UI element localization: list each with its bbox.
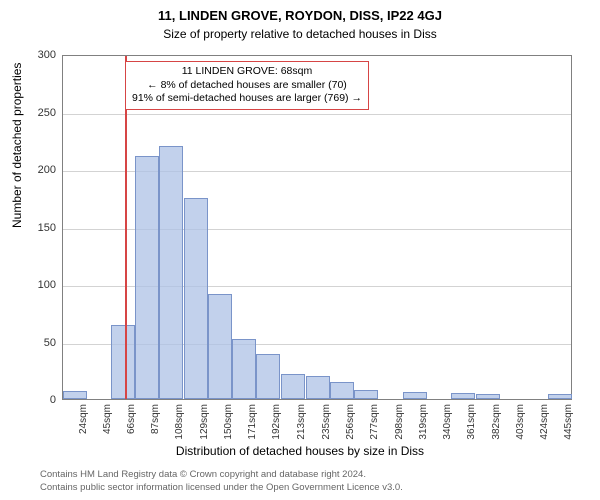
histogram-bar (111, 325, 135, 399)
y-tick-label: 200 (38, 164, 56, 176)
footer-line-1: Contains HM Land Registry data © Crown c… (40, 469, 403, 481)
x-tick-label: 424sqm (539, 404, 550, 440)
gridline (63, 114, 571, 115)
annotation-line-3: 91% of semi-detached houses are larger (… (132, 92, 362, 106)
y-tick-label: 150 (38, 222, 56, 234)
x-tick-label: 24sqm (78, 404, 89, 434)
y-tick-label: 250 (38, 107, 56, 119)
x-tick-label: 108sqm (174, 404, 185, 440)
x-tick-label: 87sqm (150, 404, 161, 434)
histogram-bar (451, 393, 475, 399)
x-tick-label: 129sqm (199, 404, 210, 440)
x-tick-label: 361sqm (466, 404, 477, 440)
histogram-bar (306, 376, 330, 399)
footer-line-2: Contains public sector information licen… (40, 482, 403, 494)
histogram-bar (184, 198, 208, 399)
histogram-bar (208, 294, 232, 399)
histogram-bar (63, 391, 87, 399)
y-tick-label: 0 (50, 394, 56, 406)
y-tick-label: 50 (44, 337, 56, 349)
histogram-bar (403, 392, 427, 399)
histogram-bar (354, 390, 378, 399)
annotation-line-2: ← 8% of detached houses are smaller (70) (132, 79, 362, 93)
x-tick-label: 277sqm (369, 404, 380, 440)
x-tick-label: 340sqm (442, 404, 453, 440)
x-tick-label: 403sqm (515, 404, 526, 440)
x-tick-label: 319sqm (418, 404, 429, 440)
x-tick-label: 256sqm (345, 404, 356, 440)
x-tick-label: 192sqm (271, 404, 282, 440)
page-title: 11, LINDEN GROVE, ROYDON, DISS, IP22 4GJ (0, 0, 600, 23)
annotation-line-1: 11 LINDEN GROVE: 68sqm (132, 65, 362, 79)
histogram-bar (548, 394, 572, 399)
histogram-bar (256, 354, 280, 399)
histogram-bar (476, 394, 500, 399)
histogram-bar (159, 146, 183, 399)
y-tick-label: 100 (38, 279, 56, 291)
x-tick-label: 66sqm (126, 404, 137, 434)
x-tick-label: 171sqm (247, 404, 258, 440)
x-axis-label: Distribution of detached houses by size … (0, 444, 600, 458)
x-tick-label: 235sqm (321, 404, 332, 440)
histogram-chart: 11 LINDEN GROVE: 68sqm ← 8% of detached … (62, 55, 572, 400)
y-axis-label: Number of detached properties (10, 63, 24, 228)
x-tick-label: 213sqm (296, 404, 307, 440)
page-subtitle: Size of property relative to detached ho… (0, 23, 600, 41)
x-tick-label: 45sqm (102, 404, 113, 434)
histogram-bar (232, 339, 256, 399)
histogram-bar (135, 156, 159, 399)
histogram-bar (281, 374, 305, 399)
x-tick-label: 298sqm (394, 404, 405, 440)
y-tick-label: 300 (38, 49, 56, 61)
footer: Contains HM Land Registry data © Crown c… (40, 469, 403, 494)
annotation-box: 11 LINDEN GROVE: 68sqm ← 8% of detached … (125, 61, 369, 110)
x-tick-label: 445sqm (563, 404, 574, 440)
histogram-bar (330, 382, 354, 399)
x-tick-label: 382sqm (491, 404, 502, 440)
x-tick-label: 150sqm (223, 404, 234, 440)
